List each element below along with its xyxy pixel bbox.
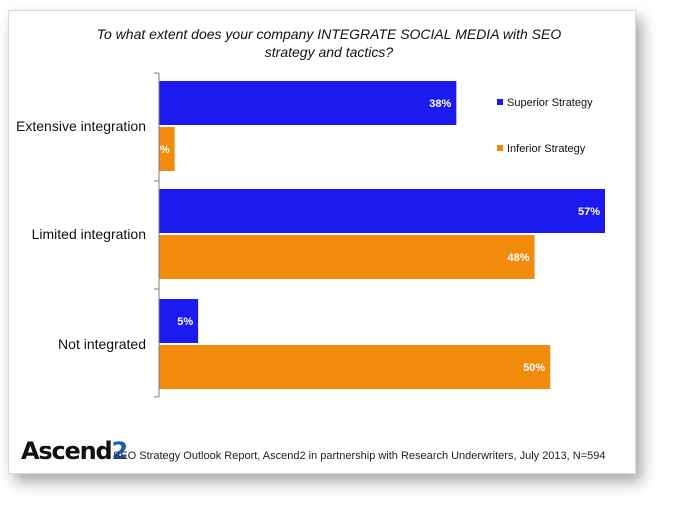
chart-card: To what extent does your company INTEGRA… xyxy=(8,10,636,474)
legend-label-inferior-strategy: Inferior Strategy xyxy=(507,143,586,155)
legend-swatch-superior-strategy xyxy=(497,99,503,105)
category-label-limited-integration: Limited integration xyxy=(32,226,146,242)
category-label-not-integrated: Not integrated xyxy=(58,336,146,352)
bar-limited-integration-inferior-strategy xyxy=(159,235,535,279)
data-label-not-integrated-superior-strategy: 5% xyxy=(177,316,193,328)
chart-title: To what extent does your company INTEGRA… xyxy=(49,25,609,61)
data-label-not-integrated-inferior-strategy: 50% xyxy=(523,362,545,374)
category-label-extensive-integration: Extensive integration xyxy=(16,118,146,134)
chart-title-line-1: To what extent does your company INTEGRA… xyxy=(96,26,562,42)
bar-extensive-integration-superior-strategy xyxy=(159,81,457,125)
logo-mark: 2 xyxy=(111,437,128,465)
data-label-limited-integration-superior-strategy: 57% xyxy=(578,206,600,218)
logo-text: Ascend xyxy=(21,437,113,465)
bar-chart: 38% 2% Extensive integration 57% 48% Limited … xyxy=(16,72,605,398)
bar-not-integrated-inferior-strategy xyxy=(159,345,551,389)
data-label-limited-integration-inferior-strategy: 48% xyxy=(508,252,530,264)
bar-extensive-integration-inferior-strategy xyxy=(159,127,175,171)
data-label-extensive-integration-superior-strategy: 38% xyxy=(429,98,451,110)
legend-swatch-inferior-strategy xyxy=(497,145,503,151)
bar-not-integrated-superior-strategy xyxy=(159,299,199,343)
bar-limited-integration-superior-strategy xyxy=(159,189,605,233)
footer: Ascend2 SEO Strategy Outlook Report, Asc… xyxy=(19,437,629,469)
data-label-extensive-integration-inferior-strategy: 2% xyxy=(154,144,170,156)
legend-label-superior-strategy: Superior Strategy xyxy=(507,97,593,109)
chart-title-line-2: strategy and tactics? xyxy=(264,44,394,60)
source-note: SEO Strategy Outlook Report, Ascend2 in … xyxy=(113,450,606,462)
ascend2-logo: Ascend2 xyxy=(21,437,128,465)
